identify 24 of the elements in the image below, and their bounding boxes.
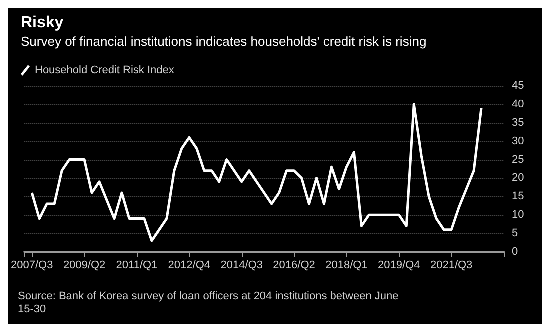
x-tick-label: 2019/Q4 [378,260,420,272]
y-tick-label: 40 [512,98,524,110]
y-tick-label: 45 [512,80,524,92]
y-tick-label: 10 [512,209,524,222]
y-tick-label: 35 [512,116,524,129]
x-tick-label: 2012/Q4 [168,260,210,272]
x-tick-label: 2011/Q1 [116,260,158,272]
x-tick-label: 2016/Q2 [273,260,316,272]
chart-title: Risky [21,14,64,32]
source-note: Source: Bank of Korea survey of loan officers at 204 institutions between June 15-30 [18,290,402,316]
chart-subtitle: Survey of financial institutions indicates households' credit risk is rising [21,34,427,49]
y-tick-label: 15 [512,190,524,203]
x-tick-label: 2007/Q3 [11,260,54,272]
y-tick-label: 20 [512,172,524,184]
x-tick-label: 2009/Q2 [63,260,106,272]
line-series [30,103,483,242]
y-tick-label: 5 [512,228,518,240]
y-tick-label: 30 [512,135,524,148]
y-tick-label: 0 [512,246,518,258]
legend-label: Household Credit Risk Index [35,64,175,76]
x-tick-label: 2018/Q1 [326,260,368,272]
x-tick-label: 2021/Q3 [430,260,473,272]
y-tick-label: 25 [512,154,524,166]
x-tick-label: 2014/Q3 [220,260,263,272]
